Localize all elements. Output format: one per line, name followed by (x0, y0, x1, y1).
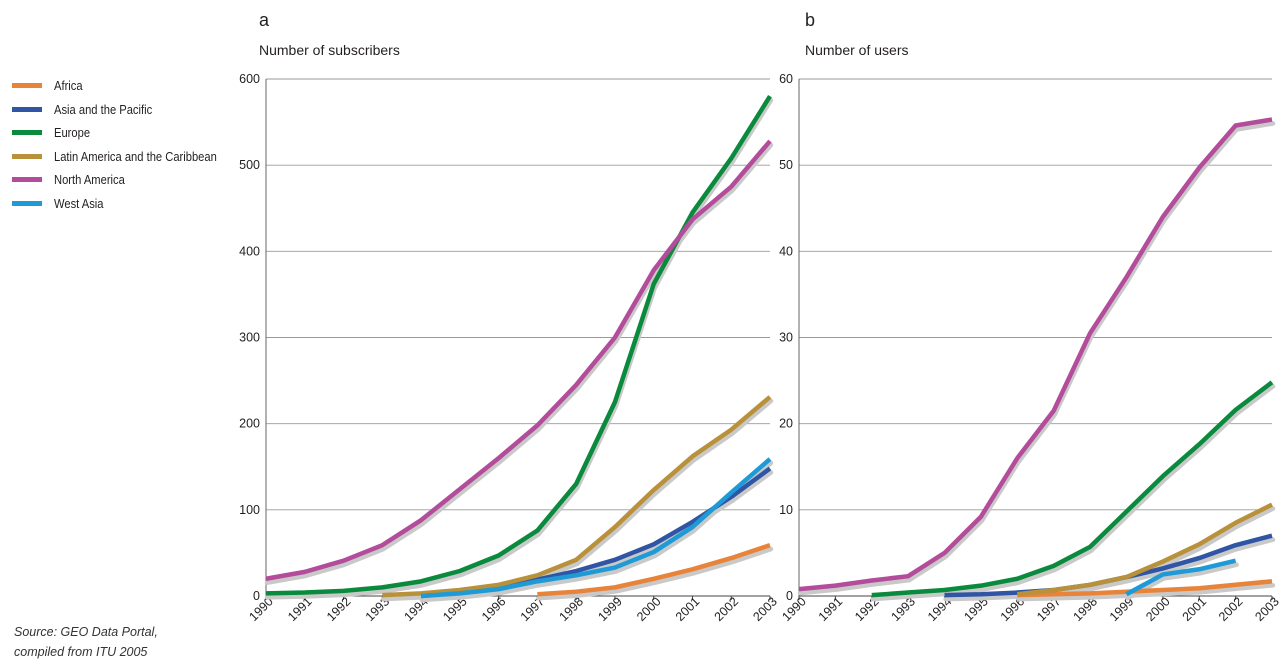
series-shadow (419, 470, 774, 603)
panel-label: a (259, 10, 270, 30)
legend-label: West Asia (54, 195, 104, 211)
y-tick-label: 0 (253, 589, 260, 603)
y-tick-label: 200 (239, 417, 260, 431)
y-tick-label: 40 (779, 244, 793, 258)
y-tick-label: 50 (779, 158, 793, 172)
x-tick-label: 2001 (1180, 594, 1210, 624)
y-tick-label: 600 (239, 72, 260, 86)
legend-swatch (12, 153, 42, 159)
legend: Africa Asia and the Pacific Europe Latin Am… (12, 74, 243, 215)
legend-swatch (12, 130, 42, 136)
y-axis-title: Number of users (805, 42, 908, 58)
legend-label: Europe (54, 125, 91, 141)
legend-swatch (12, 200, 42, 206)
legend-item: Latin America and the Caribbean (12, 145, 243, 169)
series-line (1017, 502, 1274, 597)
source-note: Source: GEO Data Portal, compiled from I… (14, 622, 158, 662)
x-tick-label: 2002 (712, 594, 742, 624)
source-line-1: Source: GEO Data Portal, (14, 625, 158, 639)
series-shadow (870, 384, 1276, 602)
x-tick-label: 1999 (595, 594, 625, 624)
legend-label: Asia and the Pacific (54, 101, 153, 117)
legend-item: West Asia (12, 192, 243, 216)
y-tick-label: 100 (239, 503, 260, 517)
panel-label: b (805, 10, 815, 30)
legend-label: North America (54, 172, 125, 188)
legend-item: Europe (12, 121, 243, 145)
legend-swatch (12, 177, 42, 183)
series-line (265, 139, 772, 581)
y-axis-title: Number of subscribers (259, 42, 400, 58)
x-tick-label: 1992 (324, 594, 354, 624)
x-tick-label: 2003 (1252, 594, 1282, 624)
x-tick-label: 1999 (1107, 594, 1137, 624)
y-tick-label: 500 (239, 158, 260, 172)
legend-label: Latin America and the Caribbean (54, 148, 217, 164)
y-tick-label: 10 (779, 503, 793, 517)
source-line-2: compiled from ITU 2005 (14, 645, 148, 659)
series-shadow (264, 142, 774, 586)
legend-item: Asia and the Pacific (12, 98, 243, 122)
x-tick-label: 2002 (1216, 594, 1246, 624)
series-shadow (797, 121, 1276, 596)
legend-swatch (12, 83, 42, 89)
series-line (1125, 558, 1237, 597)
series-shadow (1125, 562, 1239, 601)
legend-item: North America (12, 168, 243, 192)
y-tick-label: 60 (779, 72, 793, 86)
legend-swatch (12, 106, 42, 112)
series-shadow (1016, 583, 1276, 602)
series-line (798, 117, 1273, 592)
x-tick-label: 2000 (634, 594, 664, 624)
x-tick-label: 1996 (479, 594, 509, 624)
series-line (420, 457, 772, 599)
series-shadow (536, 546, 774, 601)
x-tick-label: 2003 (750, 594, 780, 624)
legend-label: Africa (54, 78, 83, 94)
series-line (871, 380, 1274, 598)
series-line (1017, 579, 1273, 598)
y-tick-label: 30 (779, 331, 793, 345)
y-tick-label: 0 (786, 589, 793, 603)
x-tick-label: 1991 (816, 594, 846, 624)
x-tick-label: 1990 (779, 594, 809, 624)
x-tick-label: 2001 (673, 594, 703, 624)
x-tick-label: 2000 (1143, 594, 1173, 624)
series-shadow (419, 460, 774, 603)
y-tick-label: 20 (779, 417, 793, 431)
legend-item: Africa (12, 74, 243, 98)
y-tick-label: 400 (239, 244, 260, 258)
y-tick-label: 300 (239, 331, 260, 345)
